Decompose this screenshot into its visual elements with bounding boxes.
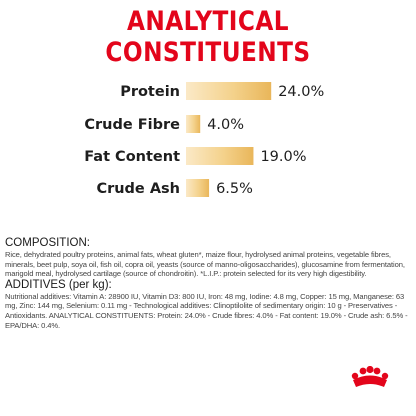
bar-label: Protein <box>120 84 180 100</box>
bar <box>186 179 210 197</box>
additives-text: Nutritional additives: Vitamin A: 28900 … <box>5 291 408 330</box>
bar-label: Fat Content <box>84 149 180 165</box>
bar-value-label: 6.5% <box>216 181 253 197</box>
composition-text: Rice, dehydrated poultry proteins, anima… <box>5 250 405 279</box>
additives-heading: ADDITIVES (per kg): <box>5 278 112 291</box>
bar <box>186 147 254 165</box>
bar <box>186 115 201 133</box>
bar-label: Crude Ash <box>96 181 180 197</box>
analytical-constituents-chart: Protein 24.0% Crude Fibre 4.0% Fat Content 19… <box>84 82 324 197</box>
page-title: ANALYTICAL CONSTITUENTS <box>105 6 311 68</box>
bar <box>186 82 272 100</box>
royal-canin-crown-logo <box>351 366 389 387</box>
ingredients-section: COMPOSITION: Rice, dehydrated poultry pr… <box>5 237 409 330</box>
bar-value-label: 19.0% <box>260 149 306 165</box>
bar-value-label: 24.0% <box>278 84 324 100</box>
bar-value-label: 4.0% <box>207 117 244 133</box>
composition-heading: COMPOSITION: <box>5 237 90 249</box>
bar-label: Crude Fibre <box>84 117 180 133</box>
